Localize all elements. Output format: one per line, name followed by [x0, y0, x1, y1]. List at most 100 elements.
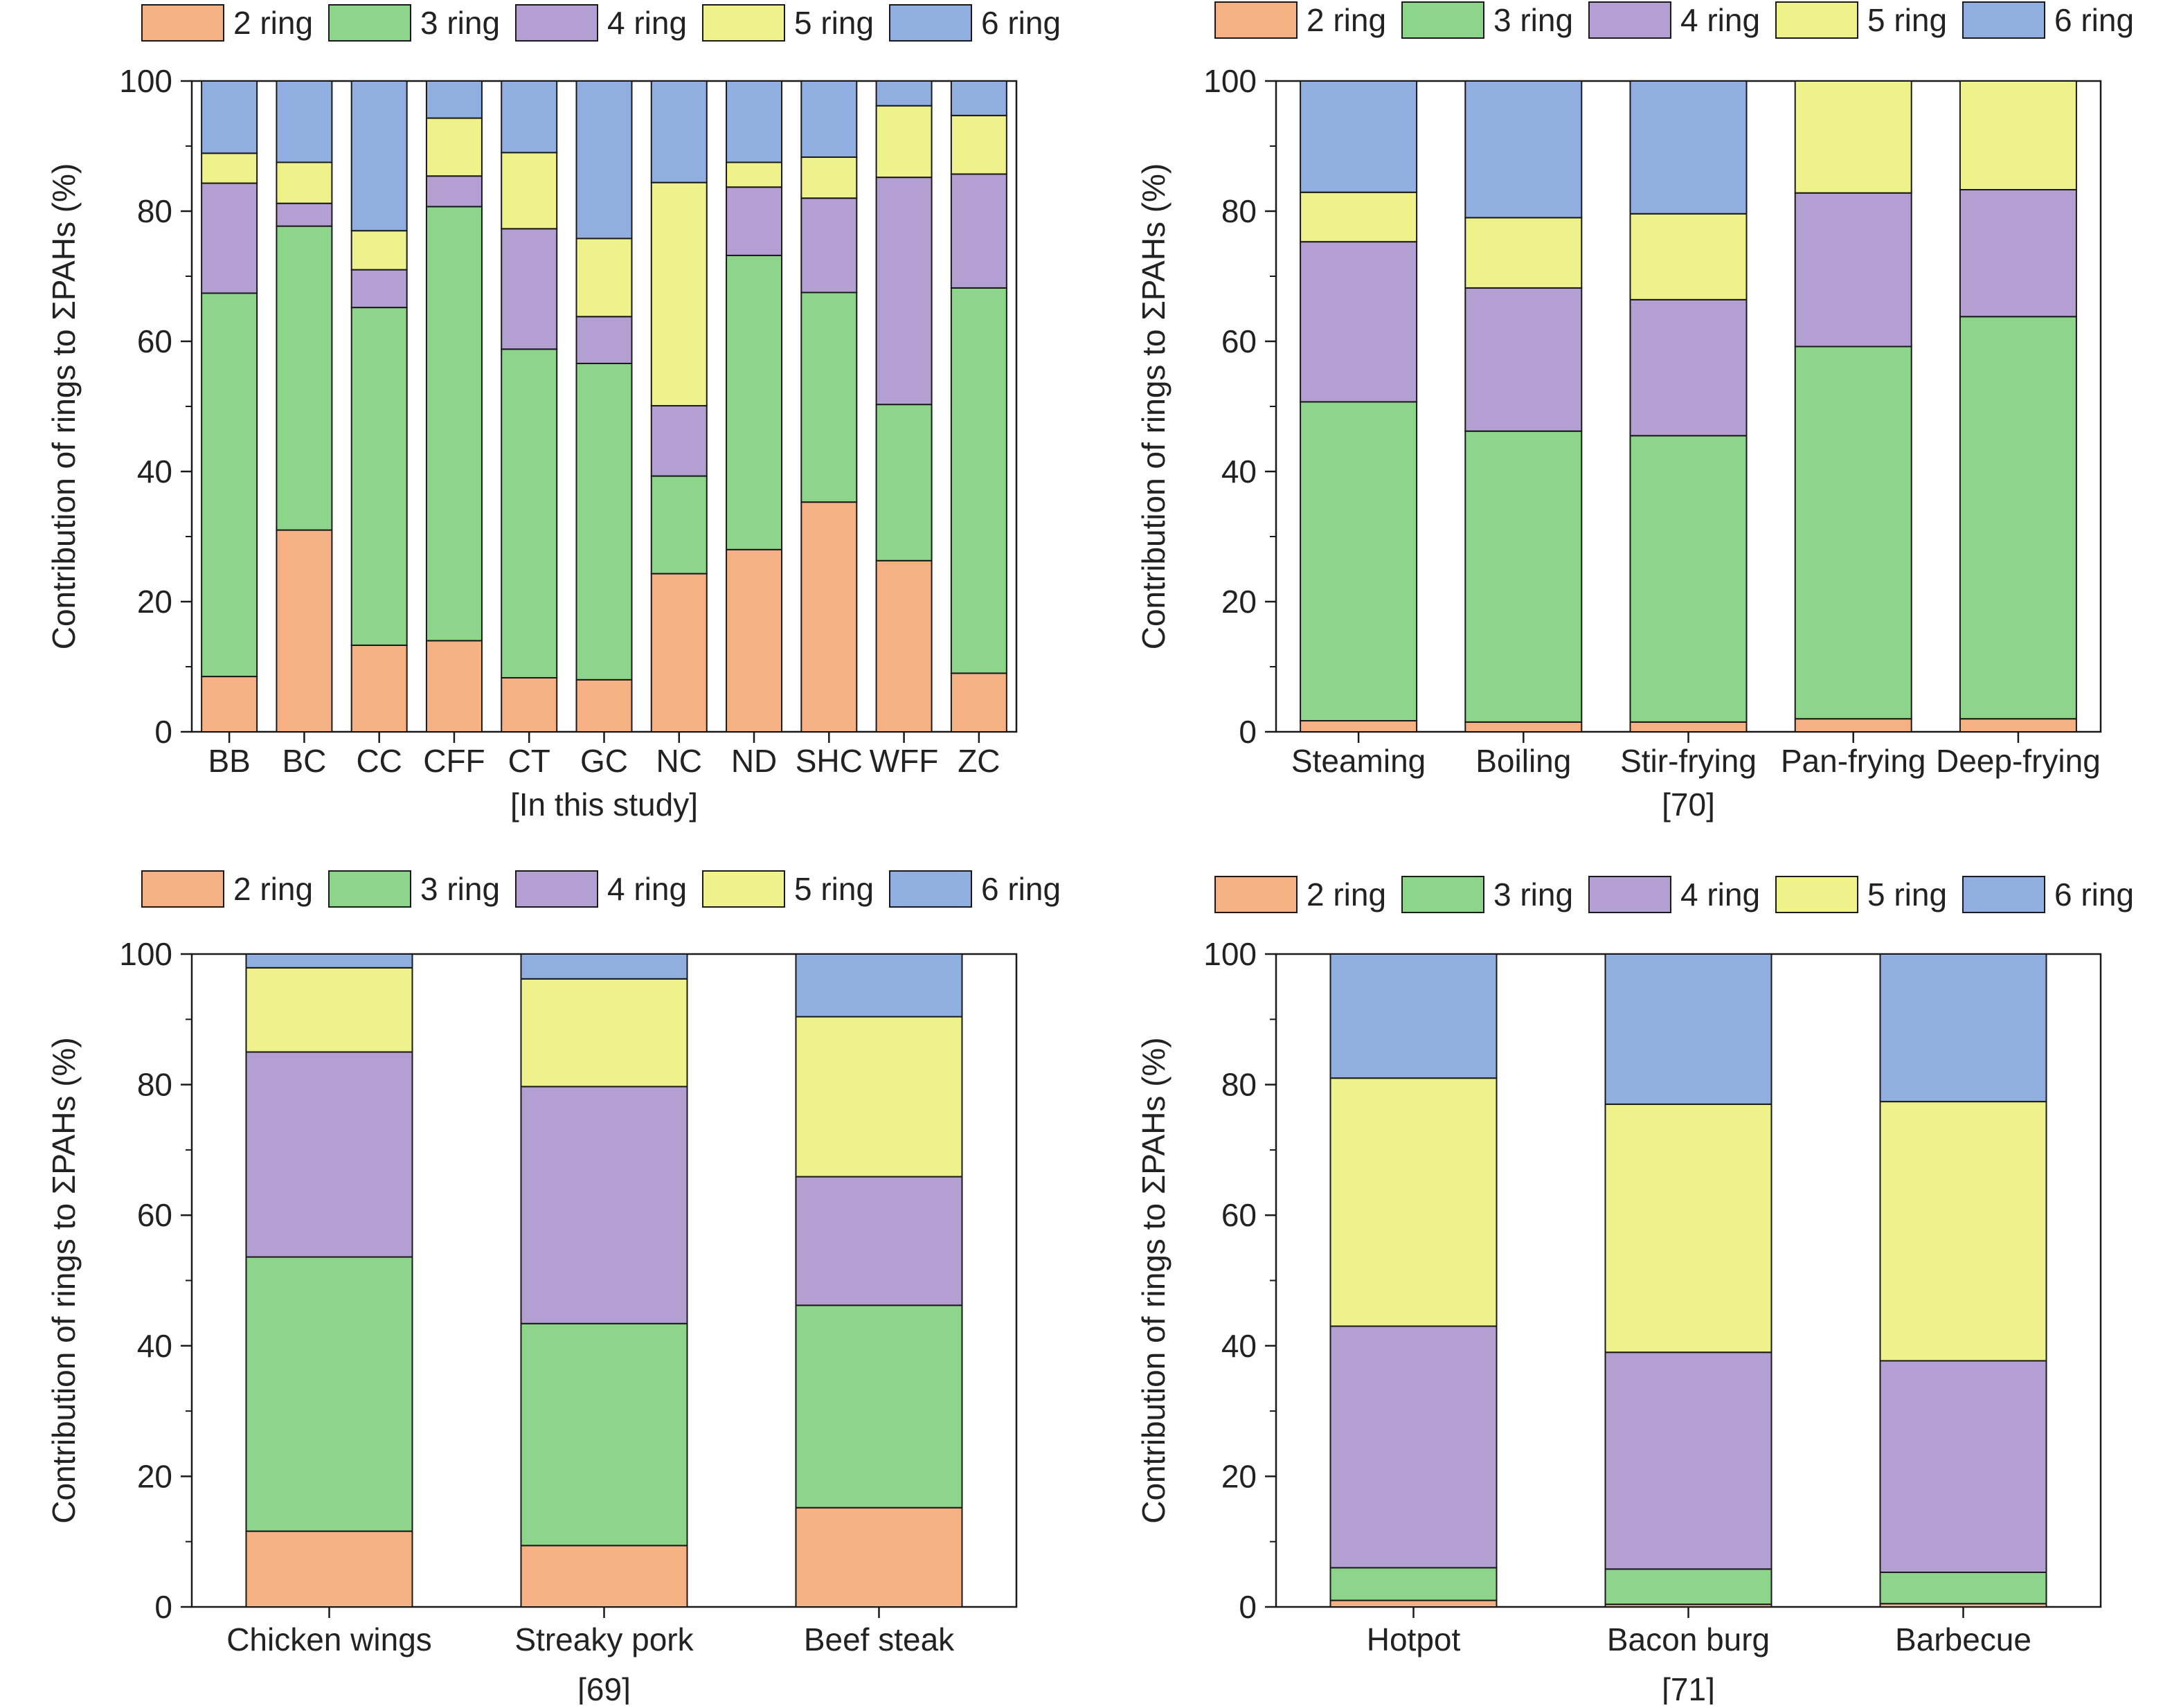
bar-segment-6-ring: [425, 80, 483, 119]
bar-segment-4-ring: [875, 177, 933, 406]
bar-segment-4-ring: [1879, 1360, 2047, 1574]
bar-segment-4-ring: [575, 316, 633, 364]
bar-segment-4-ring: [276, 202, 333, 227]
x-tick-label: CT: [508, 743, 550, 779]
legend-swatch: [328, 4, 411, 42]
legend-label: 4 ring: [607, 5, 687, 41]
y-tick-label: 0: [1239, 714, 1257, 750]
bar-segment-4-ring: [1794, 192, 1912, 348]
bar-segment-4-ring: [1604, 1351, 1772, 1570]
bar-segment-6-ring: [795, 953, 963, 1018]
bar-segment-4-ring: [201, 182, 258, 294]
y-axis: 0 20 40 60 80 100: [1203, 63, 1276, 750]
bar-segment-4-ring: [1329, 1325, 1498, 1569]
y-axis-title: Contribution of rings to ΣPAHs (%): [1136, 163, 1172, 650]
bar-segment-3-ring: [276, 225, 333, 531]
x-tick-label: BC: [282, 743, 326, 779]
legend-label: 4 ring: [607, 871, 687, 907]
legend-label: 2 ring: [1307, 877, 1386, 913]
y-tick-label: 20: [137, 584, 172, 620]
legend: 2 ring 3 ring 4 ring 5 ring 6 ring: [141, 4, 1061, 42]
bar-segment-5-ring: [1879, 1101, 2047, 1362]
bar-segment-3-ring: [950, 287, 1007, 674]
bar-segment-2-ring: [875, 559, 933, 733]
bars: [245, 953, 963, 1608]
legend: 2 ring 3 ring 4 ring 5 ring 6 ring: [1214, 876, 2134, 913]
bar-segment-4-ring: [1300, 241, 1418, 403]
y-tick-label: 0: [154, 1589, 172, 1625]
bar-segment-4-ring: [795, 1176, 963, 1306]
bar-segment-6-ring: [1300, 80, 1418, 193]
y-tick-label: 100: [1203, 63, 1257, 99]
y-tick-label: 80: [137, 1067, 172, 1103]
legend-swatch: [702, 870, 785, 908]
bar-segment-5-ring: [201, 152, 258, 184]
legend-label: 6 ring: [2054, 2, 2134, 38]
legend-label: 5 ring: [1867, 877, 1947, 913]
legend-label: 3 ring: [1493, 2, 1573, 38]
y-tick-label: 100: [1203, 936, 1257, 972]
bar-segment-3-ring: [1879, 1572, 2047, 1605]
x-tick-label: Hotpot: [1367, 1621, 1461, 1657]
legend-swatch: [515, 870, 598, 908]
bar-segment-6-ring: [575, 80, 633, 240]
bar-segment-6-ring: [350, 80, 408, 232]
bar-segment-2-ring: [1959, 718, 2077, 732]
bar-segment-5-ring: [425, 117, 483, 177]
bar-segment-4-ring: [425, 175, 483, 208]
bar-segment-3-ring: [245, 1256, 413, 1532]
x-axis: Steaming Boiling Stir-frying Pan-frying Deep…: [1291, 732, 2101, 779]
bar-segment-2-ring: [726, 548, 783, 732]
y-tick-label: 60: [1221, 1197, 1257, 1233]
y-axis: 0 20 40 60 80 100: [119, 63, 192, 750]
x-axis-title: [In this study]: [510, 786, 698, 822]
legend-label: 4 ring: [1680, 877, 1760, 913]
legend-swatch: [141, 870, 224, 908]
bar-segment-4-ring: [350, 269, 408, 309]
x-tick-label: ND: [731, 743, 777, 779]
x-tick-label: Bacon burg: [1607, 1621, 1770, 1657]
bar-segment-2-ring: [425, 640, 483, 733]
bar-segment-6-ring: [520, 953, 688, 980]
x-tick-label: SHC: [796, 743, 863, 779]
x-tick-label: GC: [580, 743, 628, 779]
bar-segment-4-ring: [245, 1051, 413, 1258]
x-tick-label: Deep-frying: [1936, 743, 2101, 779]
bar-segment-3-ring: [575, 362, 633, 681]
bar-segment-2-ring: [575, 678, 633, 732]
legend-swatch: [1401, 876, 1484, 913]
x-tick-label: WFF: [870, 743, 939, 779]
bar-segment-5-ring: [950, 114, 1007, 175]
y-tick-label: 20: [137, 1458, 172, 1494]
y-tick-label: 40: [137, 1328, 172, 1364]
x-tick-label: ZC: [958, 743, 1000, 779]
chart-panel-top-left: 2 ring 3 ring 4 ring 5 ring 6 ring 0 20 40 60 80 1…: [46, 4, 1061, 822]
x-axis: BB BC CC CFF CT GC NC ND SHC WFF ZC: [208, 732, 1000, 779]
bar-segment-6-ring: [1879, 953, 2047, 1103]
bar-segment-3-ring: [501, 348, 558, 678]
bar-segment-2-ring: [650, 573, 708, 733]
x-tick-label: Chicken wings: [226, 1621, 432, 1657]
bar-segment-3-ring: [1629, 435, 1748, 723]
bar-segment-6-ring: [1629, 80, 1748, 215]
bar-segment-5-ring: [520, 978, 688, 1088]
legend-swatch: [1962, 876, 2045, 913]
bar-segment-5-ring: [875, 105, 933, 179]
bar-segment-2-ring: [501, 676, 558, 732]
bar-segment-3-ring: [650, 475, 708, 575]
bar-segment-4-ring: [650, 405, 708, 477]
legend-label: 5 ring: [1867, 2, 1947, 38]
y-tick-label: 40: [1221, 1328, 1257, 1364]
legend: 2 ring 3 ring 4 ring 5 ring 6 ring: [141, 870, 1061, 908]
legend-label: 2 ring: [233, 5, 313, 41]
bar-segment-5-ring: [1300, 191, 1418, 243]
legend: 2 ring 3 ring 4 ring 5 ring 6 ring: [1214, 1, 2134, 39]
legend-swatch: [1775, 1, 1858, 39]
bar-segment-5-ring: [726, 161, 783, 188]
legend-swatch: [1588, 876, 1671, 913]
legend-swatch: [889, 4, 972, 42]
bar-segment-6-ring: [1464, 80, 1583, 219]
bar-segment-5-ring: [245, 967, 413, 1053]
